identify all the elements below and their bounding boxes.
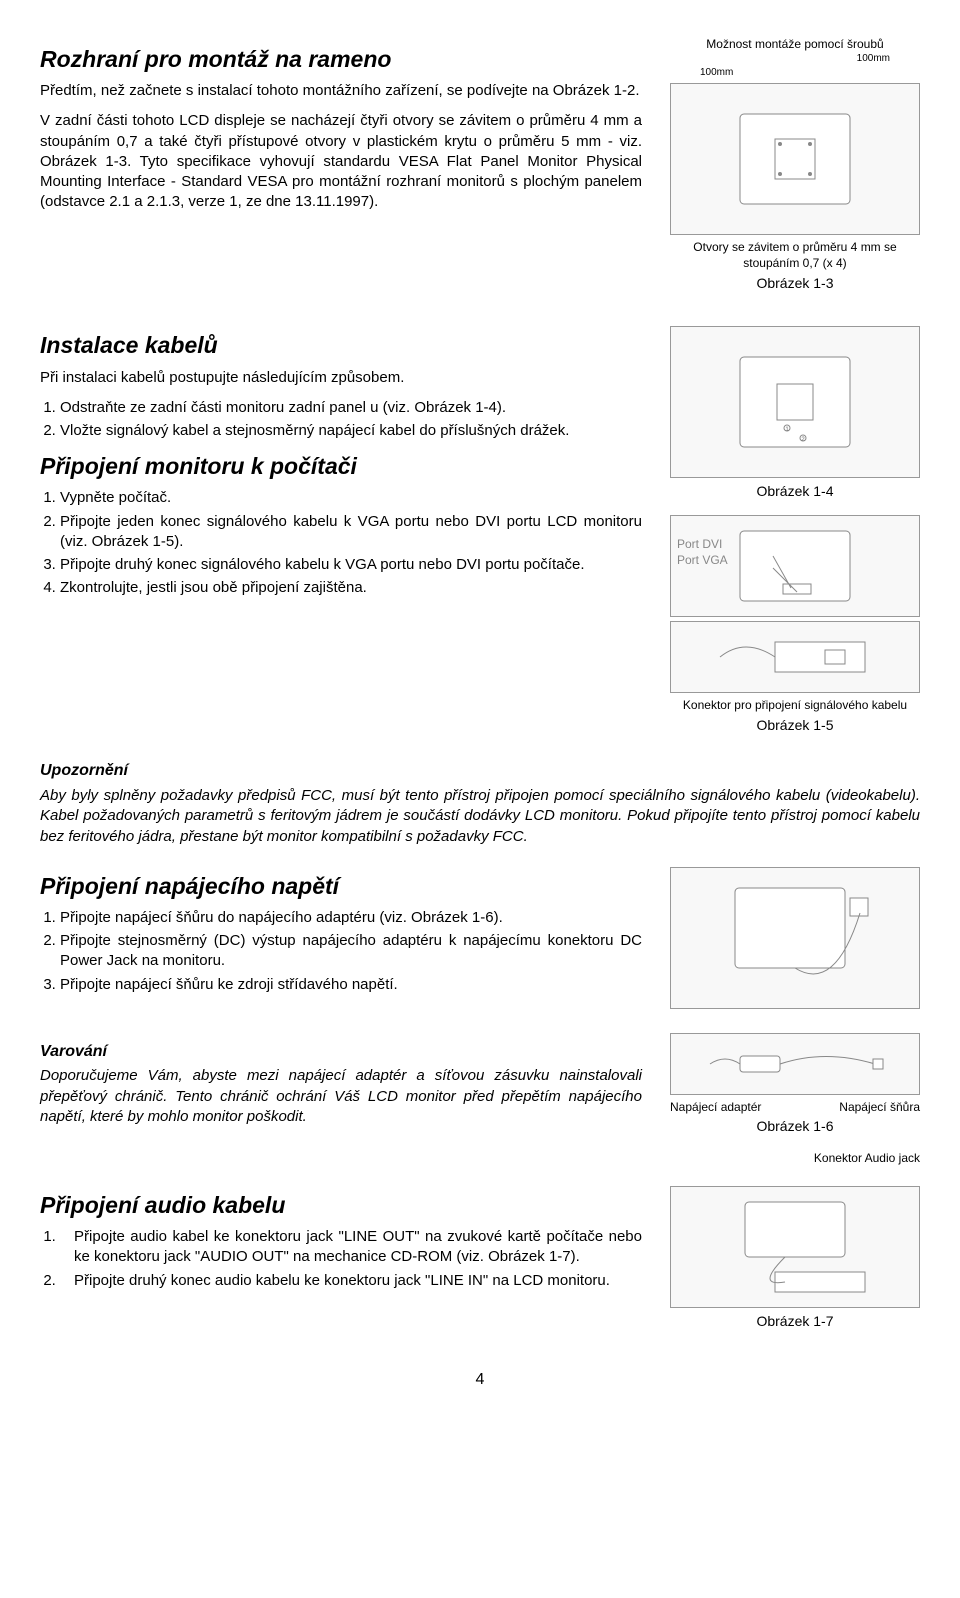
heading-audio: Připojení audio kabelu	[40, 1190, 642, 1221]
fig7-caption: Obrázek 1-7	[670, 1312, 920, 1331]
p-notice: Aby byly splněny požadavky předpisů FCC,…	[40, 786, 920, 847]
li-audio-1: Připojte audio kabel ke konektoru jack "…	[60, 1227, 642, 1268]
li-audio-2: Připojte druhý konec audio kabelu ke kon…	[60, 1271, 642, 1291]
li-connect-4: Zkontrolujte, jestli jsou obě připojení …	[60, 578, 642, 598]
figure-1-3	[670, 83, 920, 235]
heading-mount: Rozhraní pro montáž na rameno	[40, 44, 642, 75]
section-cables: Instalace kabelů Při instalaci kabelů po…	[40, 322, 920, 748]
monitor-panel-icon: 1 2	[735, 352, 855, 452]
fig3-dim-b: 100mm	[670, 66, 920, 80]
li-power-2: Připojte stejnosměrný (DC) výstup napáje…	[60, 931, 642, 972]
p-mount-1: Předtím, než začnete s instalací tohoto …	[40, 81, 642, 101]
li-connect-1: Vypněte počítač.	[60, 488, 642, 508]
adapter-cord-icon	[705, 1044, 885, 1084]
li-cables-2: Vložte signálový kabel a stejnosměrný na…	[60, 421, 642, 441]
list-connect-pc: Vypněte počítač. Připojte jeden konec si…	[40, 488, 642, 598]
li-connect-3: Připojte druhý konec signálového kabelu …	[60, 555, 642, 575]
heading-connect-pc: Připojení monitoru k počítači	[40, 451, 642, 482]
heading-notice: Upozornění	[40, 760, 920, 782]
heading-warning: Varování	[40, 1041, 642, 1063]
li-power-3: Připojte napájecí šňůru ke zdroji střída…	[60, 975, 642, 995]
monitor-back-icon	[735, 109, 855, 209]
heading-power: Připojení napájecího napětí	[40, 871, 642, 902]
label-adapter: Napájecí adaptér	[670, 1099, 761, 1115]
figure-1-4: 1 2	[670, 326, 920, 478]
heading-cables: Instalace kabelů	[40, 330, 642, 361]
fig4-caption: Obrázek 1-4	[670, 482, 920, 501]
fig6-caption: Obrázek 1-6	[670, 1117, 920, 1136]
li-connect-2: Připojte jeden konec signálového kabelu …	[60, 512, 642, 553]
list-cables: Odstraňte ze zadní části monitoru zadní …	[40, 398, 642, 442]
section-audio: Připojení audio kabelu Připojte audio ka…	[40, 1182, 920, 1345]
list-audio: Připojte audio kabel ke konektoru jack "…	[40, 1227, 642, 1291]
fig5-connector-label: Konektor pro připojení signálového kabel…	[670, 697, 920, 713]
power-monitor-icon	[715, 883, 875, 993]
section-warning: Varování Doporučujeme Vám, abyste mezi n…	[40, 1029, 920, 1166]
figure-power-top	[670, 867, 920, 1009]
fig3-label-mid: Otvory se závitem o průměru 4 mm se stou…	[670, 239, 920, 271]
pc-connector-icon	[715, 632, 875, 682]
list-power: Připojte napájecí šňůru do napájecího ad…	[40, 908, 642, 995]
label-port-dvi: Port DVI	[677, 536, 722, 552]
audio-cable-icon	[715, 1197, 875, 1297]
label-port-vga: Port VGA	[677, 552, 728, 568]
p-mount-2: V zadní části tohoto LCD displeje se nac…	[40, 111, 642, 212]
figure-1-5	[670, 621, 920, 693]
section-mount-interface: Rozhraní pro montáž na rameno Předtím, n…	[40, 36, 920, 306]
li-power-1: Připojte napájecí šňůru do napájecího ad…	[60, 908, 642, 928]
p-warning: Doporučujeme Vám, abyste mezi napájecí a…	[40, 1066, 642, 1127]
figure-1-6	[670, 1033, 920, 1095]
fig3-caption: Obrázek 1-3	[670, 274, 920, 293]
fig3-dim-a: 100mm	[670, 52, 920, 66]
figure-1-7	[670, 1186, 920, 1308]
li-cables-1: Odstraňte ze zadní části monitoru zadní …	[60, 398, 642, 418]
monitor-ports-icon	[735, 526, 855, 606]
label-cord: Napájecí šňůra	[839, 1099, 920, 1115]
figure-ports: Port DVI Port VGA	[670, 515, 920, 617]
p-cables-lead: Při instalaci kabelů postupujte následuj…	[40, 368, 642, 388]
section-power: Připojení napájecího napětí Připojte nap…	[40, 863, 920, 1013]
fig3-label-top: Možnost montáže pomocí šroubů	[670, 36, 920, 52]
fig5-caption: Obrázek 1-5	[670, 716, 920, 735]
page-number: 4	[40, 1369, 920, 1391]
label-audio-jack: Konektor Audio jack	[670, 1150, 920, 1166]
